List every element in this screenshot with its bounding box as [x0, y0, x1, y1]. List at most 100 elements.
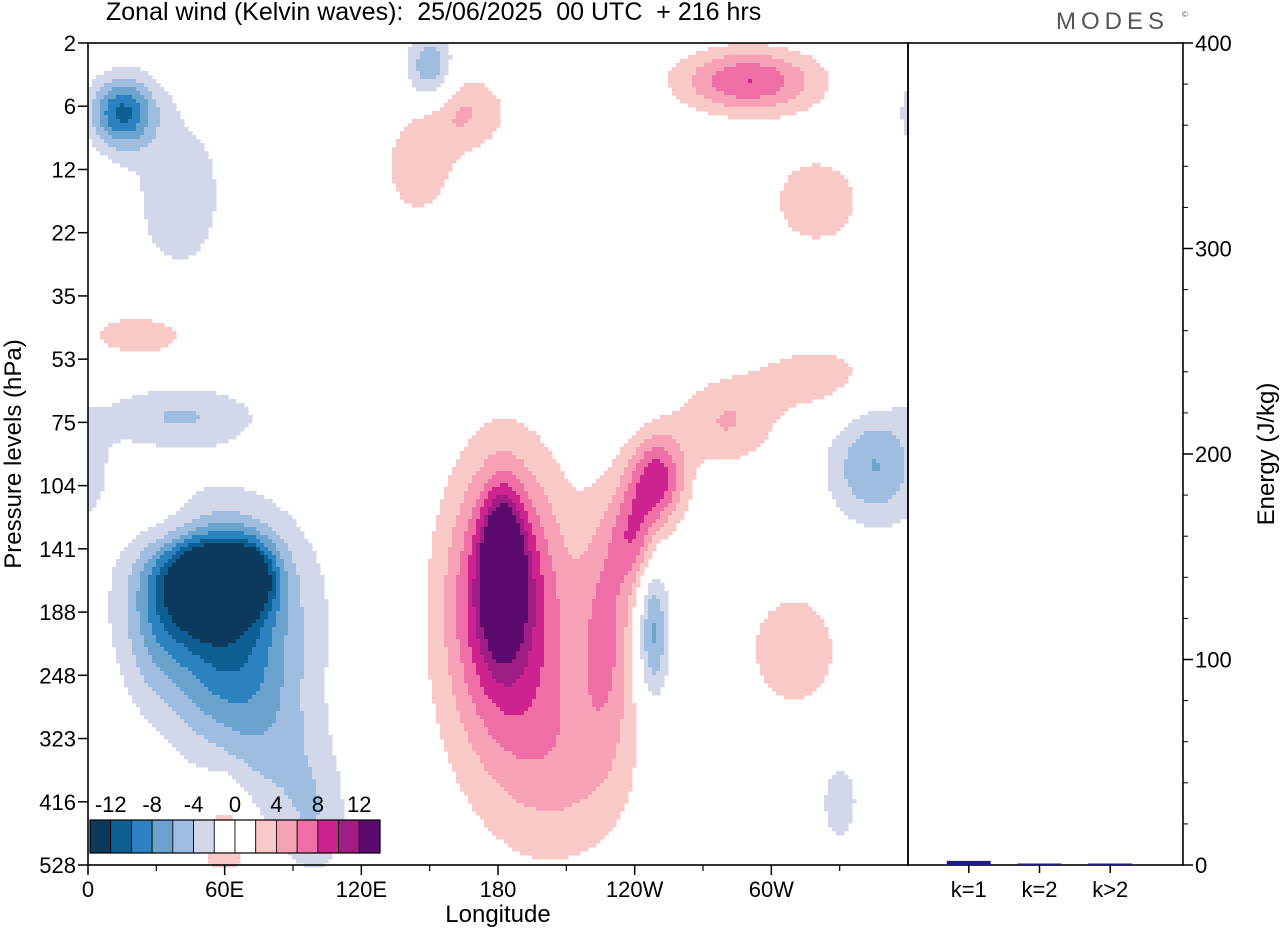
heatmap-cell — [868, 435, 873, 440]
heatmap-cell — [400, 143, 405, 148]
heatmap-cell — [204, 495, 209, 500]
heatmap-cell — [160, 123, 165, 128]
heatmap-cell — [428, 83, 433, 88]
heatmap-cell — [516, 431, 521, 436]
heatmap-cell — [524, 447, 529, 452]
heatmap-cell — [708, 75, 713, 80]
heatmap-cell — [200, 403, 205, 408]
heatmap-cell — [628, 443, 633, 448]
heatmap-cell — [692, 443, 697, 448]
heatmap-cell — [836, 187, 841, 192]
heatmap-cell — [480, 447, 485, 452]
heatmap-cell — [708, 83, 713, 88]
heatmap-cell — [676, 499, 681, 504]
heatmap-cell — [744, 387, 749, 392]
heatmap-cell — [220, 435, 225, 440]
heatmap-cell — [680, 415, 685, 420]
heatmap-cell — [508, 491, 513, 496]
heatmap-cell — [816, 95, 821, 100]
heatmap-cell — [640, 435, 645, 440]
heatmap-cell — [900, 495, 905, 500]
heatmap-cell — [724, 399, 729, 404]
heatmap-cell — [416, 159, 421, 164]
heatmap-cell — [472, 115, 477, 120]
heatmap-cell — [132, 107, 137, 112]
heatmap-cell — [100, 471, 105, 476]
heatmap-cell — [428, 87, 433, 92]
heatmap-cell — [708, 63, 713, 68]
heatmap-cell — [784, 55, 789, 60]
heatmap-cell — [412, 67, 417, 72]
heatmap-cell — [892, 483, 897, 488]
heatmap-cell — [832, 215, 837, 220]
heatmap-cell — [440, 131, 445, 136]
heatmap-cell — [804, 183, 809, 188]
heatmap-cell — [844, 439, 849, 444]
heatmap-cell — [696, 411, 701, 416]
heatmap-cell — [672, 491, 677, 496]
heatmap-cell — [464, 451, 469, 456]
heatmap-cell — [440, 119, 445, 124]
heatmap-cell — [852, 427, 857, 432]
heatmap-cell — [804, 387, 809, 392]
heatmap-cell — [144, 399, 149, 404]
heatmap-cell — [448, 483, 453, 488]
heatmap-cell — [704, 403, 709, 408]
heatmap-cell — [512, 419, 517, 424]
heatmap-cell — [132, 403, 137, 408]
heatmap-cell — [140, 71, 145, 76]
heatmap-cell — [684, 455, 689, 460]
heatmap-cell — [700, 99, 705, 104]
heatmap-cell — [740, 411, 745, 416]
heatmap-cell — [176, 135, 181, 140]
heatmap-cell — [488, 479, 493, 484]
heatmap-cell — [424, 179, 429, 184]
heatmap-cell — [144, 415, 149, 420]
heatmap-cell — [524, 471, 529, 476]
heatmap-cell — [796, 199, 801, 204]
heatmap-cell — [424, 115, 429, 120]
heatmap-cell — [828, 455, 833, 460]
heatmap-cell — [476, 463, 481, 468]
heatmap-cell — [836, 463, 841, 468]
heatmap-cell — [832, 363, 837, 368]
heatmap-cell — [120, 155, 125, 160]
heatmap-cell — [428, 59, 433, 64]
heatmap-cell — [112, 143, 117, 148]
heatmap-cell — [712, 419, 717, 424]
heatmap-cell — [624, 447, 629, 452]
heatmap-cell — [620, 487, 625, 492]
heatmap-cell — [620, 455, 625, 460]
heatmap-cell — [800, 207, 805, 212]
heatmap-cell — [728, 103, 733, 108]
heatmap-cell — [716, 411, 721, 416]
heatmap-cell — [824, 191, 829, 196]
heatmap-cell — [156, 143, 161, 148]
heatmap-cell — [472, 127, 477, 132]
heatmap-cell — [436, 167, 441, 172]
heatmap-cell — [696, 439, 701, 444]
heatmap-cell — [768, 411, 773, 416]
heatmap-cell — [668, 447, 673, 452]
heatmap-cell — [116, 323, 121, 328]
heatmap-cell — [816, 79, 821, 84]
heatmap-cell — [168, 431, 173, 436]
heatmap-cell — [876, 491, 881, 496]
heatmap-cell — [636, 459, 641, 464]
heatmap-cell — [692, 447, 697, 452]
heatmap-cell — [740, 435, 745, 440]
heatmap-cell — [104, 427, 109, 432]
heatmap-cell — [764, 47, 769, 52]
heatmap-cell — [228, 435, 233, 440]
heatmap-cell — [456, 139, 461, 144]
heatmap-cell — [864, 451, 869, 456]
heatmap-cell — [112, 411, 117, 416]
heatmap-cell — [416, 47, 421, 52]
heatmap-cell — [488, 95, 493, 100]
heatmap-cell — [400, 183, 405, 188]
heatmap-cell — [560, 495, 565, 500]
heatmap-cell — [760, 111, 765, 116]
heatmap-cell — [488, 467, 493, 472]
heatmap-cell — [732, 403, 737, 408]
heatmap-cell — [644, 467, 649, 472]
